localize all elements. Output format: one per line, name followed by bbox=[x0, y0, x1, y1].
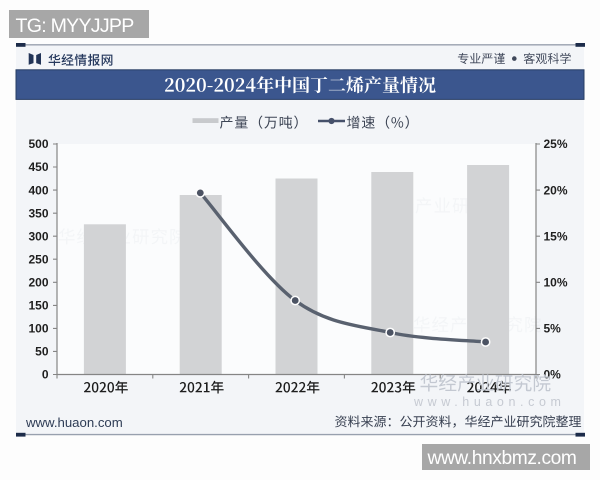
svg-text:0: 0 bbox=[42, 368, 49, 382]
svg-text:50: 50 bbox=[35, 345, 49, 359]
svg-text:400: 400 bbox=[28, 183, 48, 197]
svg-text:0%: 0% bbox=[544, 368, 562, 382]
svg-text:200: 200 bbox=[28, 276, 48, 290]
svg-text:300: 300 bbox=[28, 229, 48, 243]
svg-text:150: 150 bbox=[28, 299, 48, 313]
svg-text:10%: 10% bbox=[544, 276, 568, 290]
svg-text:250: 250 bbox=[28, 252, 48, 266]
svg-text:350: 350 bbox=[28, 206, 48, 220]
svg-text:www.huaon.com: www.huaon.com bbox=[25, 415, 123, 430]
svg-text:www.hnxbmz.com: www.hnxbmz.com bbox=[427, 448, 577, 469]
svg-text:500: 500 bbox=[28, 137, 48, 151]
svg-text:100: 100 bbox=[28, 322, 48, 336]
svg-text:450: 450 bbox=[28, 160, 48, 174]
svg-text:20%: 20% bbox=[544, 183, 568, 197]
svg-text:TG: MYYJJPP: TG: MYYJJPP bbox=[16, 15, 135, 37]
svg-text:25%: 25% bbox=[544, 137, 568, 151]
svg-text:5%: 5% bbox=[544, 322, 562, 336]
svg-text:www.huaon.com: www.huaon.com bbox=[413, 395, 566, 409]
svg-text:15%: 15% bbox=[544, 229, 568, 243]
